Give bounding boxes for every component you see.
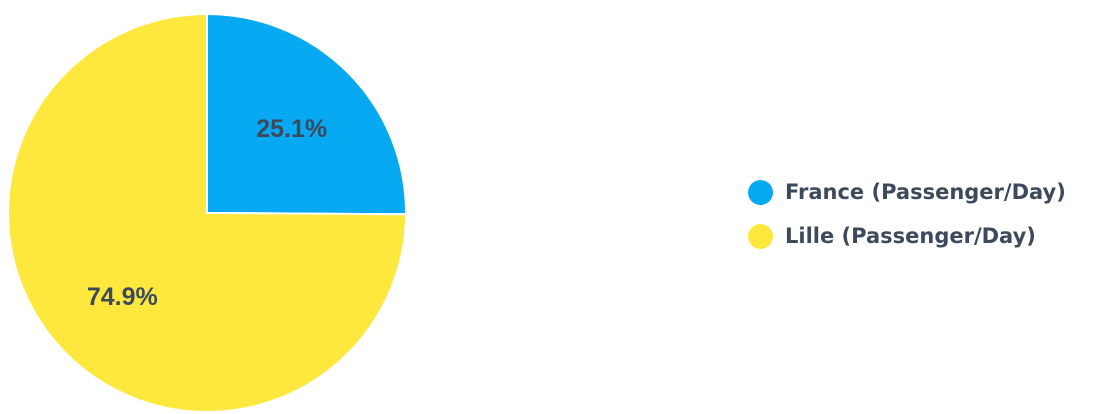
pie-data-label-1: 74.9%: [87, 283, 158, 311]
legend-swatch-france: [748, 179, 773, 205]
pie-slice-0[interactable]: [206, 12, 407, 216]
pie-data-labels: 25.1% 74.9%: [87, 115, 327, 311]
pie-data-label-0: 25.1%: [256, 115, 327, 143]
pie-slices: [7, 12, 408, 413]
legend-item-france[interactable]: France (Passenger/Day): [748, 176, 1066, 208]
legend-label-france: France (Passenger/Day): [785, 180, 1066, 204]
legend: France (Passenger/Day) Lille (Passenger/…: [748, 176, 1066, 252]
pie-slice-1[interactable]: [7, 12, 408, 413]
legend-item-lille[interactable]: Lille (Passenger/Day): [748, 220, 1066, 252]
legend-label-lille: Lille (Passenger/Day): [785, 224, 1036, 248]
legend-swatch-lille: [748, 223, 773, 249]
